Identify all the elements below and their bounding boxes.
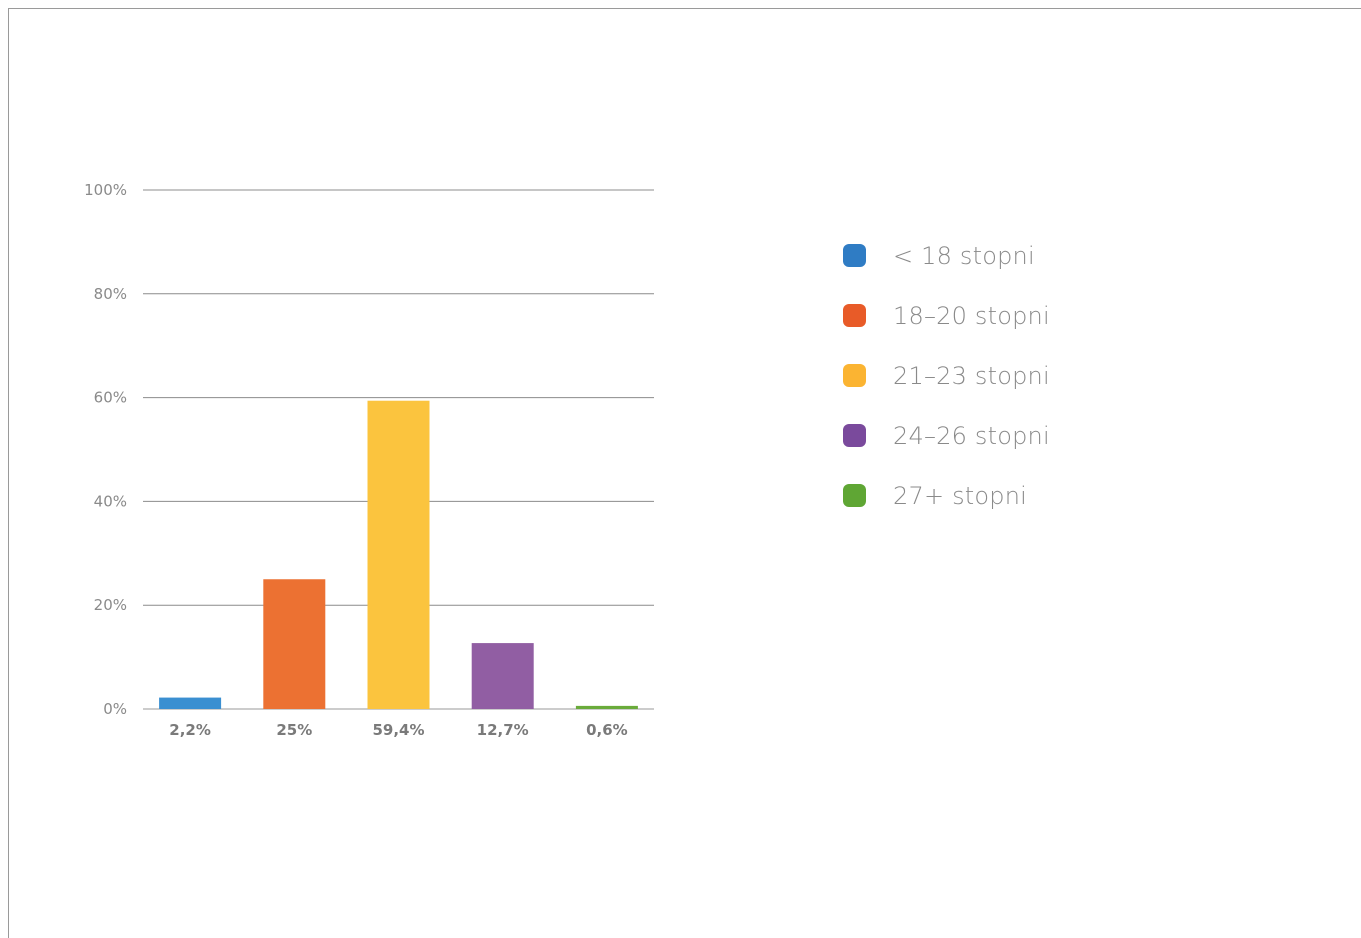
legend-label: < 18 stopni <box>893 241 1035 270</box>
bar <box>263 579 326 709</box>
legend-swatch-icon <box>843 364 866 387</box>
bar <box>367 400 430 709</box>
data-label: 2,2% <box>169 721 211 739</box>
bar <box>159 697 222 709</box>
legend-swatch-icon <box>843 484 866 507</box>
legend-label: 18–20 stopni <box>893 301 1050 330</box>
legend-item: 27+ stopni <box>843 476 1050 515</box>
y-tick-label: 40% <box>94 492 127 510</box>
legend-swatch-icon <box>843 244 866 267</box>
data-label: 0,6% <box>586 721 628 739</box>
y-tick-label: 0% <box>103 700 127 718</box>
bar <box>575 705 638 709</box>
legend-item: < 18 stopni <box>843 236 1050 275</box>
y-tick-label: 20% <box>94 596 127 614</box>
legend-swatch-icon <box>843 424 866 447</box>
legend-item: 21–23 stopni <box>843 356 1050 395</box>
legend-item: 24–26 stopni <box>843 416 1050 455</box>
bar-chart: 0% 20% 40% 60% 80% 100% 2,2% 25% 59,4% 12,7% 0,6% <box>84 181 654 739</box>
chart-frame <box>8 8 1361 938</box>
data-label: 12,7% <box>477 721 529 739</box>
y-tick-label: 100% <box>84 181 127 199</box>
y-tick-label: 60% <box>94 389 127 407</box>
legend-label: 27+ stopni <box>893 481 1027 510</box>
data-label: 25% <box>276 721 312 739</box>
data-label: 59,4% <box>372 721 424 739</box>
legend-swatch-icon <box>843 304 866 327</box>
legend-label: 24–26 stopni <box>893 421 1050 450</box>
chart-legend: < 18 stopni 18–20 stopni 21–23 stopni 24… <box>843 236 1050 536</box>
bar <box>471 643 534 709</box>
legend-item: 18–20 stopni <box>843 296 1050 335</box>
legend-label: 21–23 stopni <box>893 361 1050 390</box>
y-tick-label: 80% <box>94 285 127 303</box>
